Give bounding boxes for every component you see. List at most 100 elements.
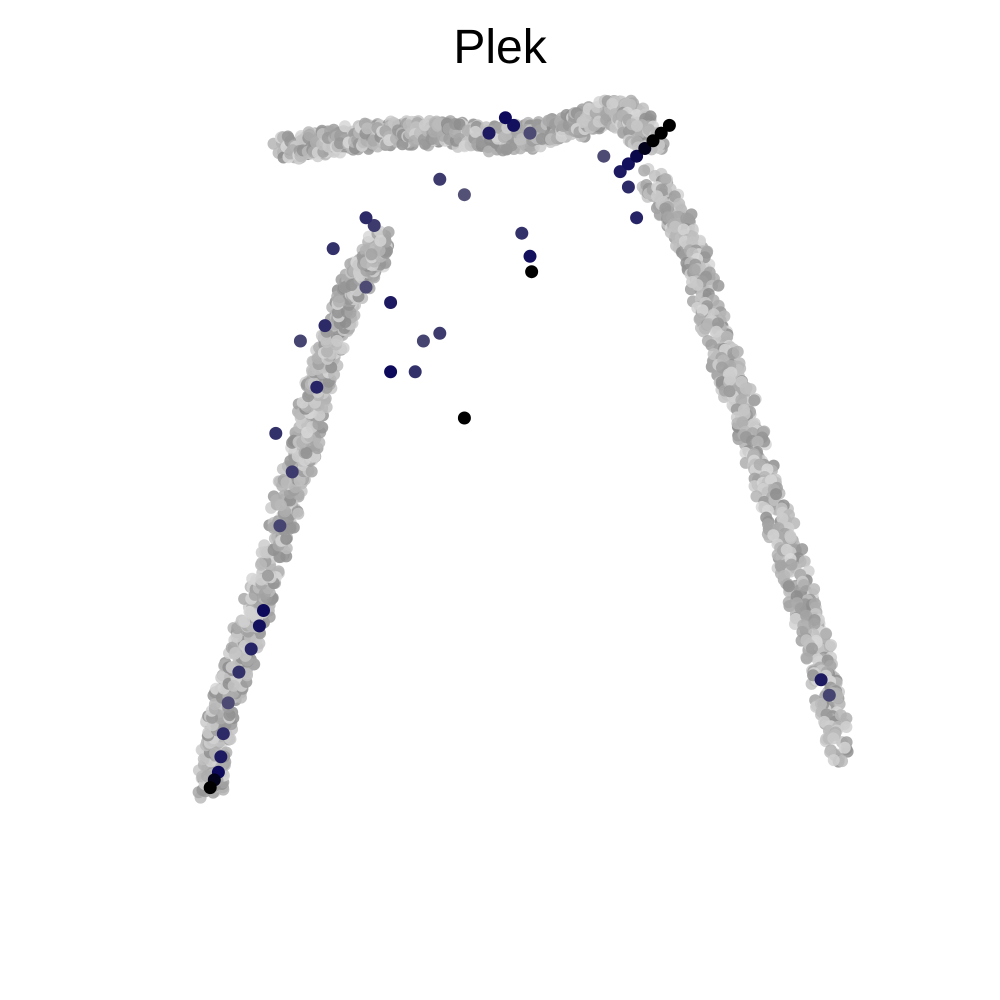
- cell-point: [555, 130, 568, 143]
- cell-point: [359, 211, 373, 225]
- cell-point: [776, 512, 789, 525]
- cell-point: [638, 164, 651, 177]
- cell-point: [318, 319, 332, 333]
- cell-point: [281, 130, 294, 143]
- cell-point: [712, 279, 725, 292]
- cell-point: [805, 642, 818, 655]
- cell-point: [659, 173, 672, 186]
- cell-point: [469, 125, 482, 138]
- cell-point: [227, 679, 240, 692]
- cell-point: [331, 306, 344, 319]
- cell-point: [292, 507, 305, 520]
- cell-point: [613, 165, 627, 179]
- cell-point: [229, 646, 242, 659]
- cell-point: [285, 465, 299, 479]
- cell-point: [767, 529, 780, 542]
- cell-point: [214, 750, 228, 764]
- cell-point: [313, 436, 326, 449]
- cell-point: [699, 322, 712, 335]
- cell-point: [820, 628, 833, 641]
- cell-point: [808, 617, 821, 630]
- cell-point: [331, 334, 344, 347]
- cell-point: [313, 409, 326, 422]
- cell-point: [433, 172, 447, 186]
- chart-title: Plek: [453, 21, 547, 74]
- cell-point: [453, 118, 466, 131]
- cell-point: [798, 555, 811, 568]
- cell-point: [374, 234, 387, 247]
- cell-point: [654, 126, 668, 140]
- cell-point: [252, 619, 266, 633]
- cell-point: [507, 118, 521, 132]
- cell-point: [332, 295, 345, 308]
- cell-point: [535, 132, 548, 145]
- cell-point: [739, 382, 752, 395]
- cell-point: [262, 569, 275, 582]
- cell-point: [785, 558, 798, 571]
- cell-point: [710, 325, 723, 338]
- cell-point: [688, 263, 701, 276]
- cell-point: [838, 741, 851, 754]
- cell-point: [822, 688, 836, 702]
- cell-point: [751, 435, 764, 448]
- cell-point: [770, 488, 783, 501]
- cell-point: [646, 134, 660, 148]
- cell-point: [216, 727, 230, 741]
- cell-point: [274, 499, 287, 512]
- cell-point: [840, 720, 853, 733]
- cell-point: [630, 149, 644, 163]
- cell-point: [482, 145, 495, 158]
- cell-point: [382, 226, 395, 239]
- cell-point: [280, 532, 293, 545]
- cell-point: [238, 615, 251, 628]
- cell-point: [827, 732, 840, 745]
- cell-point: [284, 522, 297, 535]
- cell-point: [720, 330, 733, 343]
- cell-point: [774, 559, 787, 572]
- cell-point: [244, 642, 258, 656]
- cell-point: [638, 142, 652, 155]
- cell-point: [273, 519, 287, 533]
- cell-point: [257, 604, 270, 617]
- cell-point: [825, 639, 838, 652]
- cell-point: [320, 335, 333, 348]
- cell-point: [736, 416, 749, 429]
- cell-point: [621, 180, 635, 194]
- cell-point: [662, 118, 676, 132]
- cell-point: [800, 652, 813, 665]
- cell-point: [408, 365, 422, 379]
- cell-point: [326, 242, 340, 256]
- cell-point: [384, 296, 398, 309]
- cell-point: [433, 326, 447, 340]
- cell-point: [735, 393, 748, 406]
- cell-point: [808, 583, 821, 596]
- cell-point: [457, 188, 471, 202]
- expressing-cells: [203, 111, 836, 795]
- cell-point: [321, 345, 334, 358]
- cell-point: [365, 248, 378, 261]
- cell-point: [293, 474, 306, 487]
- cell-point: [305, 465, 318, 478]
- cell-point: [482, 126, 496, 140]
- cell-point: [255, 558, 268, 571]
- cell-point: [203, 781, 217, 795]
- cell-point: [840, 712, 853, 725]
- cell-point: [498, 111, 512, 125]
- cell-point: [457, 411, 471, 425]
- cell-point: [748, 394, 761, 407]
- cell-point: [359, 280, 373, 294]
- cell-point: [232, 665, 246, 679]
- cell-point: [723, 385, 736, 398]
- cell-point: [621, 157, 635, 171]
- cell-point: [269, 426, 283, 440]
- cell-point: [606, 97, 619, 110]
- cell-point: [221, 696, 235, 710]
- cell-point: [523, 126, 537, 140]
- cell-point: [818, 715, 831, 728]
- cell-point: [691, 278, 704, 291]
- cell-point: [300, 446, 313, 459]
- cell-point: [515, 226, 529, 240]
- cell-point: [731, 345, 744, 358]
- cell-point: [523, 249, 537, 263]
